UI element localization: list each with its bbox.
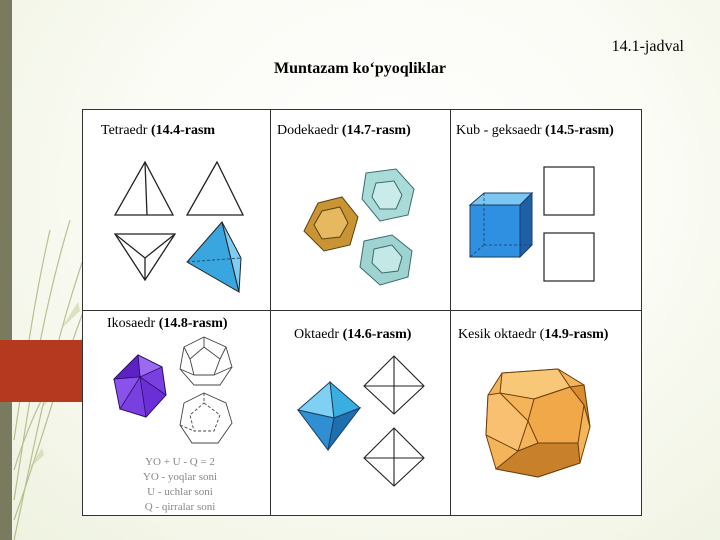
side-bar: [0, 0, 12, 540]
cell-dodecahedron-label: Dodekaedr (14.7-rasm): [277, 123, 411, 138]
cell-tetrahedron-label: Tetraedr (14.4-rasm: [101, 123, 216, 138]
cell-cube-label: Kub - geksaedr (14.5-rasm): [456, 123, 614, 138]
euler-formula: YO + U - Q = 2: [145, 456, 215, 468]
cube-image: [466, 157, 598, 290]
octahedron-image: [294, 352, 434, 490]
cell-octahedron-label: Oktaedr (14.6-rasm): [294, 327, 412, 342]
euler-vertices: U - uchlar soni: [147, 486, 213, 498]
euler-faces: YO - yoqlar soni: [142, 471, 218, 483]
dodecahedron-image: [296, 165, 421, 290]
page-title: Muntazam ko‘pyoqliklar: [273, 60, 446, 77]
cell-icosahedron-label: Ikosaedr (14.8-rasm): [107, 316, 228, 331]
truncated-octahedron-image: [478, 365, 598, 485]
cell-truncated-octahedron-label: Kesik oktaedr (14.9-rasm): [458, 327, 609, 342]
accent-arrow-tab: [0, 340, 108, 402]
euler-formula-block: YO + U - Q = 2 YO - yoqlar soni U - uchl…: [120, 455, 240, 515]
table-reference: 14.1-jadval: [611, 38, 684, 55]
tetrahedron-image: [107, 150, 247, 295]
euler-edges: Q - qirralar soni: [144, 501, 216, 513]
icosahedron-image: [110, 333, 235, 448]
